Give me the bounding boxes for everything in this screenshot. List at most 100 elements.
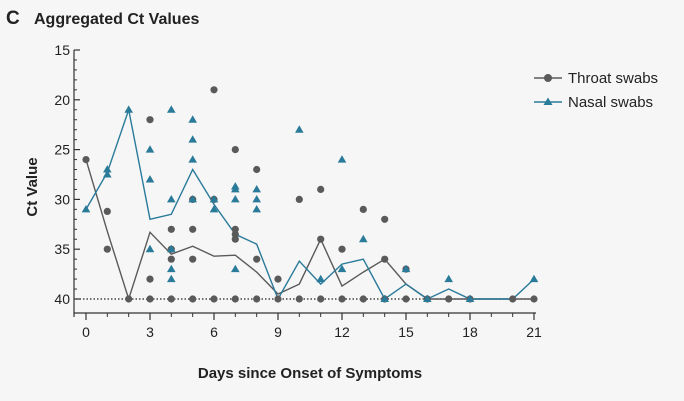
throat-point xyxy=(253,295,261,303)
legend-throat-label: Throat swabs xyxy=(568,70,658,87)
throat-point xyxy=(82,156,90,164)
nasal-point xyxy=(380,294,389,302)
throat-point xyxy=(530,295,538,303)
throat-point xyxy=(167,225,175,233)
nasal-point xyxy=(209,195,219,203)
throat-point xyxy=(381,255,389,263)
throat-point xyxy=(231,235,239,243)
x-tick-label: 6 xyxy=(210,324,218,340)
throat-point xyxy=(359,295,367,303)
throat-point xyxy=(231,225,239,233)
throat-point xyxy=(381,215,389,223)
throat-point xyxy=(253,165,261,174)
x-tick-label: 18 xyxy=(462,324,478,340)
nasal-point xyxy=(167,274,176,283)
x-tick-label: 3 xyxy=(146,324,154,340)
nasal-point xyxy=(401,264,411,273)
throat-point xyxy=(210,295,218,303)
x-tick-label: 9 xyxy=(274,324,282,340)
x-axis-label: Days since Onset of Symptoms xyxy=(198,365,422,382)
nasal-mean-line xyxy=(85,107,535,301)
throat-point xyxy=(317,235,325,243)
y-tick-label: 40 xyxy=(54,291,70,307)
throat-point xyxy=(509,295,517,303)
throat-point xyxy=(231,146,239,154)
y-tick-label: 35 xyxy=(54,241,70,257)
throat-point xyxy=(167,255,175,263)
nasal-point xyxy=(167,244,176,253)
throat-point xyxy=(210,86,218,94)
nasal-point xyxy=(145,244,155,253)
chart-title: Aggregated Ct Values xyxy=(34,11,199,28)
throat-point xyxy=(295,195,303,203)
throat-point xyxy=(274,295,282,303)
throat-point xyxy=(274,275,282,283)
nasal-point xyxy=(231,185,240,193)
y-axis-label: Ct Value xyxy=(24,157,41,216)
nasal-point xyxy=(81,205,91,213)
nasal-point xyxy=(188,195,197,203)
nasal-point xyxy=(188,115,197,123)
nasal-point xyxy=(209,205,219,213)
mean-lines xyxy=(85,107,535,302)
throat-point xyxy=(189,255,197,263)
nasal-point xyxy=(252,195,261,203)
nasal-point xyxy=(167,264,176,273)
y-tick-label: 15 xyxy=(54,42,70,58)
nasal-point xyxy=(103,170,112,178)
nasal-point xyxy=(124,105,133,113)
nasal-point xyxy=(231,264,240,273)
nasal-point xyxy=(252,205,261,213)
throat-point xyxy=(146,275,154,283)
throat-point xyxy=(253,255,261,263)
x-tick-label: 15 xyxy=(398,324,414,340)
nasal-point xyxy=(252,185,261,193)
throat-point xyxy=(103,207,111,215)
x-tick-label: 21 xyxy=(526,324,542,340)
data-points xyxy=(81,86,539,303)
nasal-point xyxy=(359,234,368,243)
y-tick-label: 20 xyxy=(54,92,70,108)
throat-point xyxy=(445,295,453,303)
throat-mean-line xyxy=(85,159,534,302)
axes: 15 20 25 30 35 40 0 3 6 9 12 15 18 21 xyxy=(54,42,542,340)
throat-point xyxy=(189,225,197,233)
throat-point xyxy=(359,205,367,213)
throat-point xyxy=(295,295,303,303)
nasal-point xyxy=(465,294,475,302)
nasal-point xyxy=(145,175,155,183)
throat-point xyxy=(231,295,239,303)
nasal-point xyxy=(145,145,155,153)
nasal-point xyxy=(103,165,112,173)
throat-point xyxy=(167,295,175,303)
y-tick-label: 30 xyxy=(54,191,70,207)
nasal-point xyxy=(188,135,197,143)
y-tick-label: 25 xyxy=(54,142,70,158)
throat-point xyxy=(103,245,111,253)
throat-point xyxy=(125,295,133,303)
throat-point xyxy=(317,295,325,303)
nasal-point xyxy=(295,125,304,133)
nasal-point xyxy=(188,155,197,163)
legend-nasal-marker xyxy=(543,97,553,105)
throat-point xyxy=(402,295,410,303)
nasal-point xyxy=(423,294,432,302)
x-tick-label: 12 xyxy=(334,324,350,340)
nasal-point xyxy=(167,195,176,203)
panel-letter: C xyxy=(6,8,20,29)
nasal-point xyxy=(167,105,176,113)
nasal-point xyxy=(529,274,539,283)
throat-point xyxy=(146,116,154,124)
legend: Throat swabs Nasal swabs xyxy=(534,70,658,111)
legend-nasal-label: Nasal swabs xyxy=(568,94,653,111)
legend-throat-marker xyxy=(544,74,552,82)
throat-point xyxy=(338,245,346,253)
nasal-point xyxy=(337,264,347,273)
throat-point xyxy=(317,185,325,193)
nasal-point xyxy=(444,274,453,283)
nasal-point xyxy=(231,195,240,203)
throat-point xyxy=(338,295,346,303)
throat-point xyxy=(189,295,197,303)
throat-point xyxy=(146,295,154,303)
